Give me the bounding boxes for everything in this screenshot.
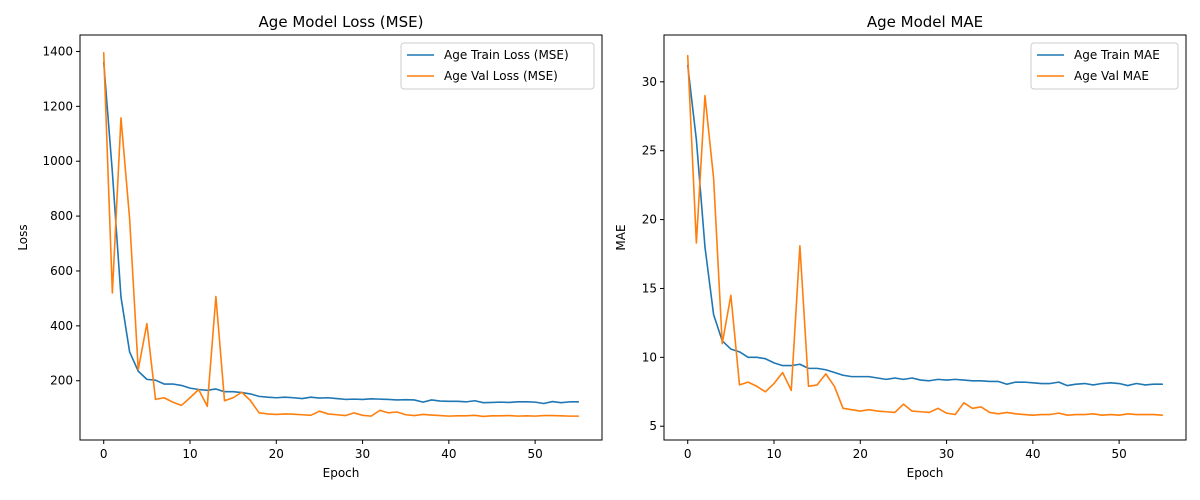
legend-box (1030, 42, 1179, 90)
y-tick-label: 1400 (42, 44, 73, 58)
y-tick-label: 5 (649, 419, 657, 433)
y-tick-label: 400 (50, 319, 73, 333)
chart-panel-2: 0 10 20 30 40 50 5 10 15 20 25 30 Age Model MAE Epoch… (614, 13, 1187, 480)
series-line-1 (102, 61, 580, 405)
axes-frame (79, 34, 603, 441)
x-tick-label: 10 (766, 447, 781, 461)
y-tick-label: 600 (50, 264, 73, 278)
x-tick-label: 40 (1025, 447, 1040, 461)
chart-title: Age Model MAE (867, 13, 983, 31)
x-tick-label: 30 (939, 447, 954, 461)
x-axis-label: Epoch (323, 466, 360, 480)
x-tick-label: 20 (269, 447, 284, 461)
y-tick-label: 10 (642, 350, 657, 364)
y-tick-label: 15 (642, 281, 657, 295)
legend-box (400, 42, 595, 90)
y-tick-label: 25 (642, 144, 657, 158)
y-tick-label: 20 (642, 213, 657, 227)
x-axis-label: Epoch (907, 466, 944, 480)
x-tick-label: 0 (684, 447, 692, 461)
legend: Age Train MAE Age Val MAE (1030, 42, 1179, 90)
x-tick-label: 40 (441, 447, 456, 461)
legend-entry: Age Train Loss (MSE) (444, 48, 569, 62)
series-line-2 (102, 52, 580, 418)
y-axis-label: MAE (614, 224, 628, 250)
chart-panel-1: 0 10 20 30 40 50 200 400 600 800 1000 1200 1400 Age M… (16, 13, 603, 480)
chart-title: Age Model Loss (MSE) (259, 13, 424, 31)
x-tick-label: 20 (853, 447, 868, 461)
axes-frame (663, 34, 1187, 441)
legend: Age Train Loss (MSE) Age Val Loss (MSE) (400, 42, 595, 90)
x-tick-label: 0 (100, 447, 108, 461)
y-tick-label: 800 (50, 209, 73, 223)
legend-entry: Age Val MAE (1074, 69, 1149, 83)
y-tick-label: 200 (50, 374, 73, 388)
series-line-2 (686, 54, 1164, 417)
legend-entry: Age Val Loss (MSE) (444, 69, 558, 83)
series-line-1 (686, 64, 1164, 387)
x-tick-label: 30 (355, 447, 370, 461)
x-tick-label: 50 (527, 447, 542, 461)
y-tick-label: 1000 (42, 154, 73, 168)
legend-entry: Age Train MAE (1074, 48, 1160, 62)
y-tick-label: 1200 (42, 99, 73, 113)
x-tick-label: 50 (1111, 447, 1126, 461)
x-tick-label: 10 (182, 447, 197, 461)
y-tick-label: 30 (642, 75, 657, 89)
y-axis-label: Loss (16, 224, 30, 250)
